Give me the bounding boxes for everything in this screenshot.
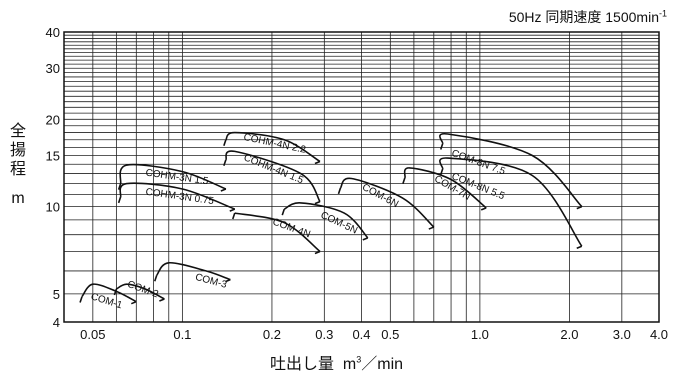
curve-start-tick <box>79 296 83 303</box>
curve-start-tick <box>439 143 444 150</box>
speed-spec-text: 50Hz 同期速度 1500min <box>508 9 659 25</box>
x-tick-label: 0.5 <box>381 327 399 342</box>
curves <box>79 131 583 305</box>
y-label-char-3: 程 <box>9 161 26 178</box>
x-tick-label: 1.0 <box>471 327 489 342</box>
y-tick-label: 40 <box>46 25 60 40</box>
curve-label-com-2: COM-2 <box>126 279 160 301</box>
x-tick-label: 2.0 <box>560 327 578 342</box>
y-tick-label: 30 <box>46 61 60 76</box>
curve-start-tick <box>113 288 118 296</box>
curve-end-tick <box>576 245 583 249</box>
curve-end-tick <box>131 300 137 305</box>
curve-com-8n-7-5 <box>439 132 583 208</box>
speed-spec-sup: -1 <box>658 8 667 19</box>
curve-end-tick <box>220 188 227 192</box>
curve-label-cohm-3n-0-75: COHM-3N 0.75 <box>145 187 215 208</box>
x-unit-base: m <box>342 356 357 373</box>
curve-start-tick <box>153 274 158 282</box>
curve-label-com-6n: COM-6N <box>360 182 400 210</box>
curve-com-7n <box>403 167 487 209</box>
curve-end-tick <box>576 205 583 210</box>
curve-label-com-1: COM-1 <box>89 291 123 311</box>
curve-com-2 <box>115 283 165 300</box>
x-tick-label: 0.3 <box>315 327 333 342</box>
x-tick-label: 3.0 <box>613 327 631 342</box>
y-tick-label: 5 <box>53 287 60 302</box>
x-unit-suffix: ／min <box>361 356 404 373</box>
curve-end-tick <box>362 237 369 241</box>
curve-label-cohm-4n-1-5: COHM-4N 1.5 <box>242 152 305 186</box>
curve-start-tick <box>223 139 227 147</box>
curve-cohm-3n-1-5 <box>119 163 227 190</box>
curve-start-tick <box>439 168 444 176</box>
curve-start-tick <box>117 196 122 204</box>
tick-labels: 4 5 10 15 20 30 40 0.05 0.1 0.2 0.3 0.4 0.5 1.0 2.0 3.0… <box>46 25 669 342</box>
x-axis-label: 吐出し量 m3／min <box>270 350 403 374</box>
curve-com-6n <box>339 177 435 228</box>
curve-cohm-4n-1-5 <box>225 150 321 203</box>
curve-start-tick <box>223 159 227 167</box>
plot-frame <box>63 31 660 323</box>
y-axis-label: 全 揚 程 m <box>9 122 27 208</box>
curve-start-tick <box>402 177 406 184</box>
x-tick-label: 0.2 <box>263 327 281 342</box>
curve-cohm-3n-0-75 <box>119 182 236 210</box>
x-unit-sup: 3 <box>356 354 362 365</box>
curve-end-tick <box>225 278 231 283</box>
curve-com-5n <box>283 202 369 239</box>
curve-end-tick <box>159 298 165 302</box>
x-tick-label: 0.1 <box>173 327 191 342</box>
curve-end-tick <box>314 200 321 205</box>
y-label-char-2: 揚 <box>9 142 26 159</box>
curve-com-3 <box>156 261 231 281</box>
curve-start-tick <box>281 208 286 216</box>
x-tick-label: 0.4 <box>352 327 370 342</box>
curve-com-4n <box>234 212 321 253</box>
y-tick-label: 4 <box>53 315 60 330</box>
curve-end-tick <box>314 250 321 255</box>
y-tick-label: 15 <box>46 149 60 164</box>
curve-label-com-3: COM-3 <box>194 272 228 291</box>
curve-end-tick <box>428 226 435 230</box>
curve-end-tick <box>314 160 321 165</box>
curve-start-tick <box>117 183 122 190</box>
curve-cohm-4n-2-2 <box>225 131 321 163</box>
curve-end-tick <box>480 207 487 211</box>
grid-lines <box>63 31 660 323</box>
curve-label-cohm-4n-2-2: COHM-4N 2.2 <box>242 132 307 156</box>
x-tick-label: 0.05 <box>80 327 105 342</box>
y-tick-label: 10 <box>46 200 60 215</box>
curve-end-tick <box>229 208 236 212</box>
curve-com-8n-5-5 <box>439 157 583 247</box>
y-label-char-1: 全 <box>9 123 26 140</box>
speed-spec: 50Hz 同期速度 1500min-1 <box>509 7 667 27</box>
y-axis-unit: m <box>11 190 25 207</box>
x-tick-label: 4.0 <box>650 327 668 342</box>
x-label-text: 吐出し量 <box>270 356 335 373</box>
curve-com-1 <box>81 283 137 303</box>
curve-label-com-5n: COM-5N <box>319 210 359 237</box>
curve-start-tick <box>232 212 236 220</box>
y-tick-label: 20 <box>46 112 60 127</box>
curve-start-tick <box>337 187 342 195</box>
